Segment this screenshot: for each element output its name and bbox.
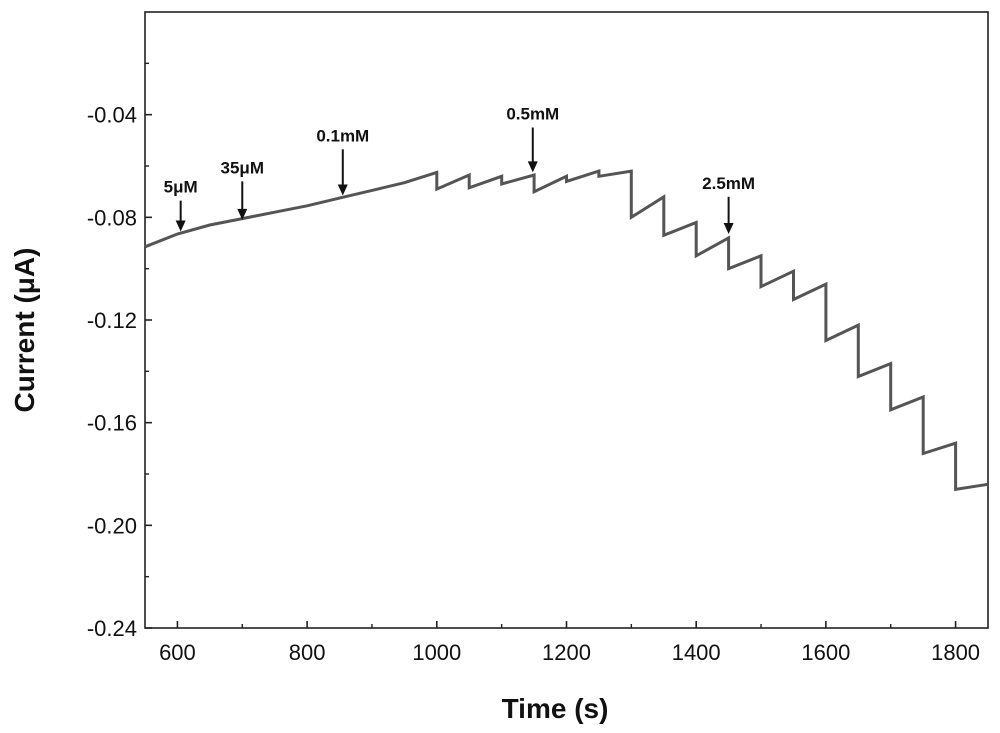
annotation-arrow-head xyxy=(237,208,248,220)
annotation-label: 0.5mM xyxy=(506,105,559,124)
series-line xyxy=(144,169,989,492)
x-tick-label: 1000 xyxy=(412,640,461,665)
plot-frame xyxy=(144,11,989,629)
annotation-label: 5μM xyxy=(164,178,198,197)
x-tick-label: 1400 xyxy=(672,640,721,665)
annotation-arrow-head xyxy=(175,220,186,232)
annotation-label: 0.1mM xyxy=(316,126,369,145)
x-tick-label: 1200 xyxy=(542,640,591,665)
annotation-label: 2.5mM xyxy=(702,174,755,193)
concentration-annotations: 5μM 35μM 0.1mM 0.5mM 2.5mM xyxy=(164,105,755,235)
x-tick-label: 1800 xyxy=(931,640,980,665)
y-tick-label: -0.16 xyxy=(87,411,137,436)
x-axis-title: Time (s) xyxy=(502,693,609,724)
y-tick-label: -0.20 xyxy=(87,513,137,538)
annotation-label: 35μM xyxy=(221,158,264,177)
y-tick-label: -0.04 xyxy=(87,103,137,128)
y-tick-label: -0.08 xyxy=(87,205,137,230)
x-tick-label: 1600 xyxy=(801,640,850,665)
x-axis-ticks: 600 800 1000 1200 1400 1600 1800 xyxy=(159,621,980,665)
annotation-arrow-head xyxy=(723,223,734,235)
y-tick-label: -0.12 xyxy=(87,308,137,333)
y-axis-title: Current (μA) xyxy=(9,248,40,413)
x-tick-label: 600 xyxy=(159,640,196,665)
x-tick-label: 800 xyxy=(289,640,326,665)
y-axis-ticks: -0.04 -0.08 -0.12 -0.16 -0.20 -0.24 xyxy=(87,62,152,641)
y-tick-label: -0.24 xyxy=(87,616,137,641)
annotation-arrow-head xyxy=(527,161,538,173)
annotation-arrow-head xyxy=(337,184,348,196)
